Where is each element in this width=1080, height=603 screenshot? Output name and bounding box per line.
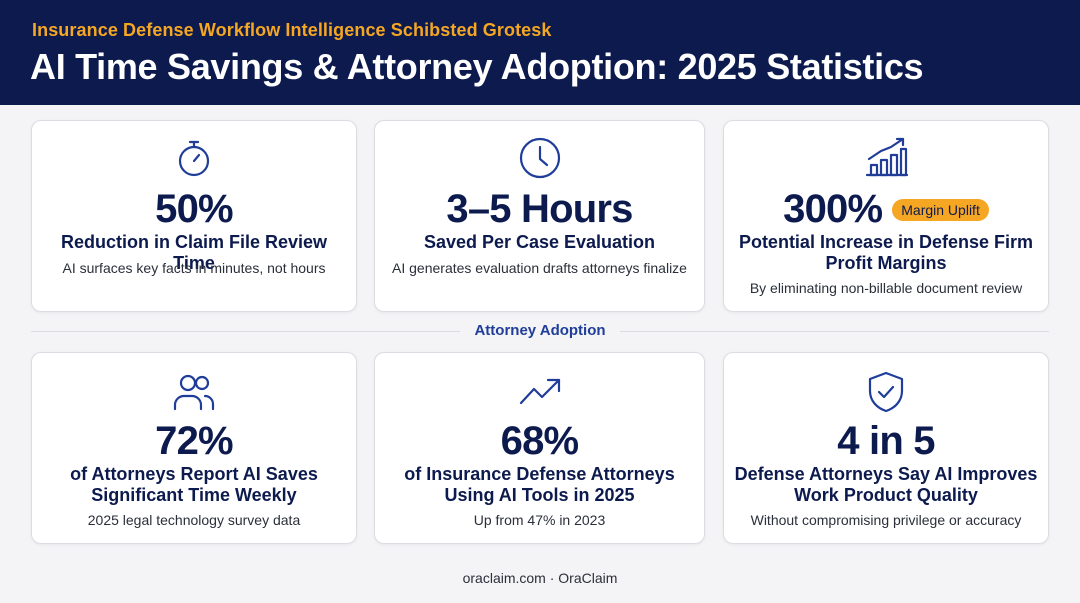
stat-label: of Insurance Defense Attorneys Using AI … (404, 464, 675, 505)
stat-card-profit-margins: 300% Margin Uplift Potential Increase in… (723, 120, 1049, 312)
stat-subtext: AI surfaces key facts in minutes, not ho… (62, 260, 326, 276)
stat-value: 3–5 Hours (446, 187, 633, 231)
stat-subtext: AI generates evaluation drafts attorneys… (392, 260, 687, 276)
margin-uplift-badge: Margin Uplift (892, 199, 989, 221)
section-label-wrap: Attorney Adoption (0, 322, 1080, 340)
stat-subtext: Up from 47% in 2023 (473, 512, 606, 528)
stat-label: of Attorneys Report AI Saves Significant… (70, 464, 318, 505)
stat-value: 72% (155, 419, 233, 463)
trending-up-icon (517, 369, 563, 415)
stat-subtext: By eliminating non-billable document rev… (749, 280, 1023, 296)
page-title: AI Time Savings & Attorney Adoption: 202… (30, 46, 924, 87)
stat-label: Potential Increase in Defense Firm Profi… (738, 232, 1034, 273)
stat-label: Defense Attorneys Say AI Improves Work P… (734, 464, 1038, 505)
section-label: Attorney Adoption (460, 322, 620, 339)
header-banner: Insurance Defense Workflow Intelligence … (0, 0, 1080, 105)
growth-chart-icon (863, 135, 909, 181)
stat-value: 68% (500, 419, 579, 463)
shield-check-icon (863, 369, 909, 415)
users-icon (171, 369, 217, 415)
footer-credit: oraclaim.com · OraClaim (462, 570, 618, 586)
stat-card-hours-saved: 3–5 Hours Saved Per Case Evaluation AI g… (374, 120, 705, 312)
stat-label: Reduction in Claim File Review Time (60, 232, 328, 273)
stat-value: 4 in 5 (837, 419, 935, 463)
stat-subtext: Without compromising privilege or accura… (750, 512, 1022, 528)
stat-card-work-quality: 4 in 5 Defense Attorneys Say AI Improves… (723, 352, 1049, 544)
stat-card-attorneys-time: 72% of Attorneys Report AI Saves Signifi… (31, 352, 357, 544)
header-eyebrow: Insurance Defense Workflow Intelligence … (32, 20, 552, 40)
stat-value-row: 300% Margin Uplift (724, 185, 1048, 233)
stat-value: 50% (155, 187, 233, 231)
clock-icon (517, 135, 563, 181)
stopwatch-icon (171, 135, 217, 181)
stat-value: 300% (783, 187, 883, 231)
stat-subtext: 2025 legal technology survey data (87, 512, 301, 528)
stat-label: Saved Per Case Evaluation (423, 232, 656, 252)
stat-card-review-time: 50% Reduction in Claim File Review Time … (31, 120, 357, 312)
stat-card-ai-tools-usage: 68% of Insurance Defense Attorneys Using… (374, 352, 705, 544)
